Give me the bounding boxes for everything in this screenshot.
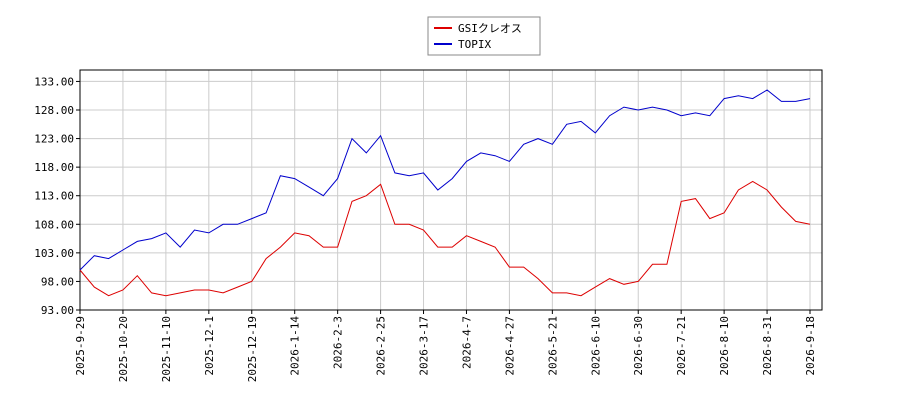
y-tick-label: 103.00 <box>34 247 74 260</box>
y-tick-label: 113.00 <box>34 190 74 203</box>
x-tick-label: 2026-1-14 <box>289 316 302 376</box>
x-tick-label: 2025-10-20 <box>117 316 130 382</box>
legend-label: GSIクレオス <box>458 22 522 35</box>
legend-label: TOPIX <box>458 38 491 51</box>
x-tick-label: 2026-2-3 <box>332 316 345 369</box>
x-tick-label: 2026-5-21 <box>546 316 559 376</box>
y-tick-label: 123.00 <box>34 133 74 146</box>
legend-box <box>427 16 541 56</box>
x-tick-label: 2025-12-19 <box>246 316 259 382</box>
y-tick-label: 133.00 <box>34 75 74 88</box>
x-tick-label: 2026-8-10 <box>718 316 731 376</box>
plot-frame <box>79 69 823 311</box>
x-tick-label: 2026-6-10 <box>589 316 602 376</box>
x-tick-label: 2026-6-30 <box>632 316 645 376</box>
x-tick-label: 2026-9-18 <box>804 316 817 376</box>
y-tick-label: 108.00 <box>34 218 74 231</box>
series-line <box>79 89 811 271</box>
series-line <box>79 180 811 297</box>
x-tick-label: 2025-11-10 <box>160 316 173 382</box>
x-tick-label: 2026-4-7 <box>460 316 473 369</box>
x-tick-label: 2026-3-17 <box>418 316 431 376</box>
x-tick-label: 2026-4-27 <box>503 316 516 376</box>
plot-area <box>80 70 822 310</box>
x-tick-label: 2026-2-25 <box>375 316 388 376</box>
x-tick-label: 2025-9-29 <box>74 316 87 376</box>
y-tick-label: 118.00 <box>34 161 74 174</box>
x-tick-label: 2025-12-1 <box>203 316 216 376</box>
x-tick-label: 2026-8-31 <box>761 316 774 376</box>
y-tick-label: 128.00 <box>34 104 74 117</box>
x-tick-label: 2026-7-21 <box>675 316 688 376</box>
y-tick-label: 98.00 <box>41 275 74 288</box>
y-tick-label: 93.00 <box>41 304 74 317</box>
